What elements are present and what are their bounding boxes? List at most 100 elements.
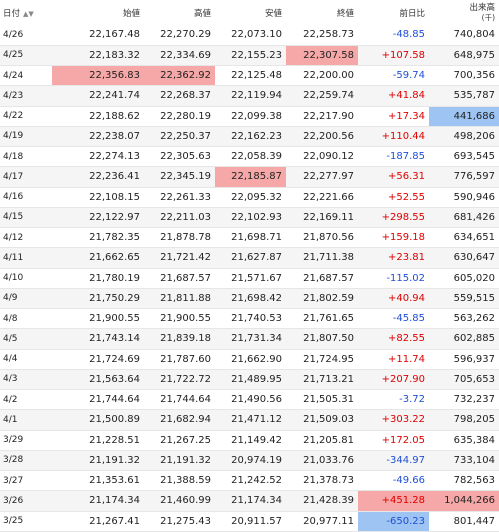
high-cell: 22,362.92 [144,65,215,87]
low-cell: 22,073.10 [215,25,286,46]
volume-cell: 776,597 [429,166,499,188]
open-cell: 21,353.61 [52,470,144,492]
date-cell: 3/28 [0,450,52,472]
open-cell: 21,563.64 [52,369,144,391]
date-cell: 4/4 [0,349,52,370]
open-cell: 21,228.51 [52,430,144,451]
change-cell: +159.18 [358,227,429,249]
change-cell: -344.97 [358,450,429,472]
volume-unit-label: (千) [481,13,495,22]
date-cell: 4/2 [0,389,52,411]
change-cell: -3.72 [358,389,429,411]
date-cell: 3/26 [0,490,52,512]
table-row: 4/3 21,563.64 21,722.72 21,489.95 21,713.21 +… [0,369,499,391]
table-row: 4/5 21,743.14 21,839.18 21,731.34 21,807.50 +… [0,328,499,350]
close-cell: 22,221.66 [286,187,358,208]
change-cell: +172.05 [358,430,429,451]
open-cell: 21,750.29 [52,288,144,310]
open-cell: 21,174.34 [52,490,144,512]
high-cell: 22,334.69 [144,45,215,67]
close-cell: 22,090.12 [286,146,358,168]
open-cell: 22,241.74 [52,85,144,107]
volume-cell: 1,044,266 [429,490,499,512]
date-cell: 4/15 [0,207,52,229]
high-cell: 21,191.32 [144,450,215,472]
low-cell: 22,162.23 [215,126,286,148]
table-row: 4/15 22,122.97 22,211.03 22,102.93 22,169.11… [0,207,499,229]
date-cell: 3/27 [0,470,52,492]
change-cell: -650.23 [358,511,429,532]
table-row: 4/24 22,356.83 22,362.92 22,125.48 22,200.00… [0,65,499,87]
change-cell: +17.34 [358,106,429,127]
change-cell: -187.85 [358,146,429,168]
high-cell: 22,211.03 [144,207,215,229]
low-cell: 21,471.12 [215,409,286,431]
low-cell: 21,662.90 [215,349,286,370]
volume-cell: 590,946 [429,187,499,208]
table-row: 4/19 22,238.07 22,250.37 22,162.23 22,200.56… [0,126,499,148]
open-cell: 22,167.48 [52,25,144,46]
date-cell: 4/22 [0,106,52,127]
open-cell: 21,782.35 [52,227,144,249]
open-cell: 21,743.14 [52,328,144,350]
change-cell: +41.84 [358,85,429,107]
volume-cell: 681,426 [429,207,499,229]
change-header: 前日比 [399,8,425,19]
volume-header: 出来高 (千) [429,0,499,25]
close-cell: 22,169.11 [286,207,358,229]
high-cell: 21,388.59 [144,470,215,492]
open-cell: 22,238.07 [52,126,144,148]
volume-header-label: 出来高 [469,3,495,13]
high-cell: 21,811.88 [144,288,215,310]
volume-cell: 535,787 [429,85,499,107]
open-cell: 21,500.89 [52,409,144,431]
table-row: 4/12 21,782.35 21,878.78 21,698.71 21,870.56… [0,227,499,249]
low-cell: 21,490.56 [215,389,286,411]
volume-cell: 705,653 [429,369,499,391]
table-row: 4/9 21,750.29 21,811.88 21,698.42 21,802.59 +… [0,288,499,310]
change-cell: +207.90 [358,369,429,391]
volume-cell: 602,885 [429,328,499,350]
high-cell: 21,687.57 [144,268,215,289]
table-row: 3/28 21,191.32 21,191.32 20,974.19 21,033.76… [0,450,499,472]
close-cell: 21,505.31 [286,389,358,411]
open-cell: 22,122.97 [52,207,144,229]
close-header: 終値 [336,8,354,19]
change-cell: +298.55 [358,207,429,229]
change-cell: +451.28 [358,490,429,512]
high-cell: 22,345.19 [144,166,215,188]
close-cell: 21,378.73 [286,470,358,492]
high-cell: 21,878.78 [144,227,215,249]
volume-cell: 605,020 [429,268,499,289]
date-cell: 4/10 [0,268,52,289]
table-row: 3/27 21,353.61 21,388.59 21,242.52 21,378.73… [0,470,499,492]
close-cell: 20,977.11 [286,511,358,532]
table-row: 4/18 22,274.13 22,305.63 22,058.39 22,090.12… [0,146,499,168]
sort-arrows-icon[interactable]: ▲▼ [23,9,34,18]
high-cell: 22,250.37 [144,126,215,148]
date-cell: 4/17 [0,166,52,188]
open-cell: 22,183.32 [52,45,144,67]
high-cell: 22,268.37 [144,85,215,107]
volume-cell: 634,651 [429,227,499,249]
volume-cell: 700,356 [429,65,499,87]
date-header-label: 日付 [3,8,21,19]
high-cell: 21,721.42 [144,247,215,269]
volume-cell: 732,237 [429,389,499,411]
volume-cell: 798,205 [429,409,499,431]
table-row: 4/11 21,662.65 21,721.42 21,627.87 21,711.38… [0,247,499,269]
close-cell: 22,200.00 [286,65,358,87]
volume-cell: 630,647 [429,247,499,269]
date-cell: 4/11 [0,247,52,269]
low-cell: 21,698.71 [215,227,286,249]
date-header[interactable]: 日付 ▲▼ [0,0,52,25]
volume-cell: 498,206 [429,126,499,148]
open-header: 始値 [122,8,140,19]
date-cell: 4/12 [0,227,52,249]
date-cell: 4/19 [0,126,52,148]
volume-cell: 740,804 [429,25,499,46]
close-cell: 21,713.21 [286,369,358,391]
low-cell: 22,099.38 [215,106,286,127]
date-cell: 4/24 [0,65,52,87]
date-cell: 3/25 [0,511,52,532]
